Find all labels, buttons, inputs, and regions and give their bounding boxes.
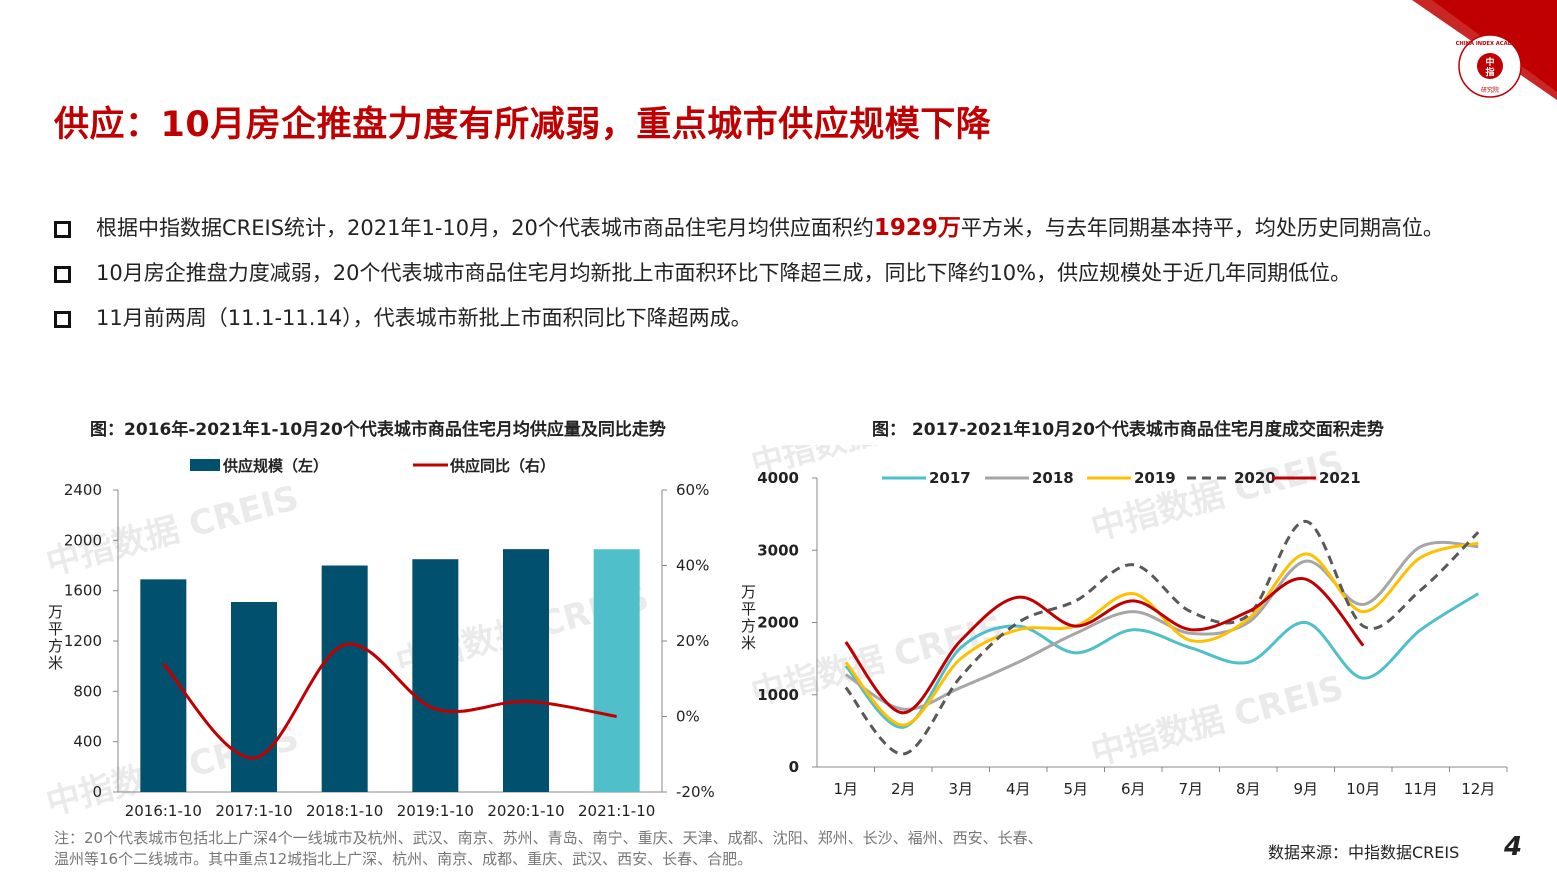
chart1-bar (593, 549, 640, 792)
footnote: 注：20个代表城市包括北上广深4个一线城市及杭州、武汉、南京、苏州、青岛、南宁、… (54, 829, 1043, 868)
bullet-square-icon (54, 266, 71, 283)
legend-label: 2017 (929, 469, 971, 487)
chart2-ytick-label: 2000 (757, 614, 799, 632)
chart2-ytick-label: 1000 (757, 686, 799, 704)
chart2-xtick-label: 2月 (891, 780, 916, 798)
bullet-item: 10月房企推盘力度减弱，20个代表城市商品住宅月均新批上市面积环比下降超三成，同… (54, 255, 1514, 292)
chart1-y2tick-label: 20% (676, 632, 709, 650)
bullet-item: 11月前两周（11.1-11.14），代表城市新批上市面积同比下降超两成。 (54, 300, 1514, 337)
chart2-series-line-2021 (844, 577, 1365, 715)
supply-bar-chart: 中指数据 CREIS 中指数据 CREIS 中指数据 CREIS 供应规模（左）… (42, 457, 715, 824)
chart2-xtick-label: 4月 (1006, 780, 1031, 798)
monthly-line-chart: 中指数据 CREIS 中指数据 CREIS 中指数据 CREIS 中指数据 CR… (741, 445, 1508, 798)
chart2-ytick-label: 3000 (757, 541, 799, 559)
chart1-yoy-line (162, 642, 617, 760)
chart2-xtick-label: 6月 (1121, 780, 1146, 798)
data-source: 数据来源：中指数据CREIS (1268, 843, 1460, 862)
chart1-ytick-label: 800 (73, 682, 102, 700)
chart1-xtick-label: 2018:1-10 (306, 802, 383, 820)
chart2-series-line-2019 (844, 541, 1479, 727)
chart2-xtick-label: 10月 (1346, 780, 1380, 798)
chart1-bar (321, 565, 368, 792)
chart1-y2tick-label: 0% (676, 708, 700, 726)
legend-label: 2019 (1134, 469, 1176, 487)
chart2-xtick-label: 1月 (833, 780, 858, 798)
chart2-ytick-label: 4000 (757, 469, 799, 487)
chart1-ytick-label: 2000 (64, 531, 102, 549)
chart2-title: 图： 2017-2021年10月20个代表城市商品住宅月度成交面积走势 (872, 420, 1384, 440)
bullet-text: 根据中指数据CREIS统计，2021年1-10月，20个代表城市商品住宅月均供应… (96, 216, 874, 240)
logo-label-top: CHINA INDEX ACADEMY (1456, 41, 1525, 47)
watermark-text: 中指数据 CREIS (1087, 668, 1348, 774)
legend-label: 供应同比（右） (449, 457, 555, 475)
chart2-ylabel: 万平方米 (741, 583, 756, 652)
chart2-ytick-label: 0 (789, 758, 799, 776)
legend-bar-swatch (190, 459, 220, 471)
logo-mid-1: 中 (1485, 56, 1494, 68)
bullet-square-icon (54, 221, 71, 238)
logo-label-bottom: 研究院 (1481, 86, 1499, 94)
bullet-highlight: 1929万 (873, 215, 961, 241)
watermark-text: 中指数据 CREIS (1087, 445, 1348, 549)
chart1-xtick-label: 2020:1-10 (487, 802, 564, 820)
chart1-xtick-label: 2021:1-10 (578, 802, 655, 820)
chart2-series-line-2017 (844, 592, 1480, 729)
bullet-text-post: 平方米，与去年同期基本持平，均处历史同期高位。 (960, 216, 1444, 240)
bullet-text: 11月前两周（11.1-11.14），代表城市新批上市面积同比下降超两成。 (96, 306, 752, 330)
legend-label: 2021 (1319, 469, 1361, 487)
chart1-title: 图：2016年-2021年1-10月20个代表城市商品住宅月均供应量及同比走势 (90, 420, 666, 440)
bullet-list: 根据中指数据CREIS统计，2021年1-10月，20个代表城市商品住宅月均供应… (54, 210, 1514, 345)
chart1-y2tick-label: 40% (676, 557, 709, 575)
chart1-ylabel: 万平方米 (48, 603, 63, 672)
chart2-series-line-2020 (844, 519, 1480, 756)
chart1-bar (412, 559, 459, 792)
chart2-xtick-label: 5月 (1063, 780, 1088, 798)
chart1-y2tick-label: -20% (676, 783, 715, 801)
page-number: 4 (1504, 832, 1523, 862)
chart2-xtick-label: 3月 (948, 780, 973, 798)
chart1-ytick-label: 400 (73, 733, 102, 751)
chart2-xtick-label: 8月 (1236, 780, 1261, 798)
chart2-xtick-label: 9月 (1293, 780, 1318, 798)
chart1-y2tick-label: 60% (676, 481, 709, 499)
legend-label: 2018 (1032, 469, 1074, 487)
chart2-xtick-label: 11月 (1404, 780, 1438, 798)
bullet-item: 根据中指数据CREIS统计，2021年1-10月，20个代表城市商品住宅月均供应… (54, 210, 1514, 247)
chart1-ytick-label: 0 (92, 783, 102, 801)
logo-mid-2: 指 (1485, 66, 1494, 78)
chart1-ytick-label: 2400 (64, 481, 102, 499)
bullet-square-icon (54, 311, 71, 328)
page-title: 供应：10月房企推盘力度有所减弱，重点城市供应规模下降 (54, 105, 992, 145)
chart2-xtick-label: 12月 (1461, 780, 1495, 798)
chart1-ytick-label: 1200 (64, 632, 102, 650)
chart1-xtick-label: 2016:1-10 (125, 802, 202, 820)
chart2-xtick-label: 7月 (1178, 780, 1203, 798)
chart1-bar (231, 601, 277, 792)
chart1-ytick-label: 1600 (64, 582, 102, 600)
legend-label: 供应规模（左） (222, 457, 328, 475)
legend-label: 2020 (1234, 469, 1276, 487)
bullet-text: 10月房企推盘力度减弱，20个代表城市商品住宅月均新批上市面积环比下降超三成，同… (96, 261, 1352, 285)
chart1-xtick-label: 2017:1-10 (215, 802, 292, 820)
chart1-bar (503, 549, 549, 792)
corner-logo: 中 指 CHINA INDEX ACADEMY 研究院 (1412, 0, 1557, 100)
chart1-xtick-label: 2019:1-10 (397, 802, 474, 820)
